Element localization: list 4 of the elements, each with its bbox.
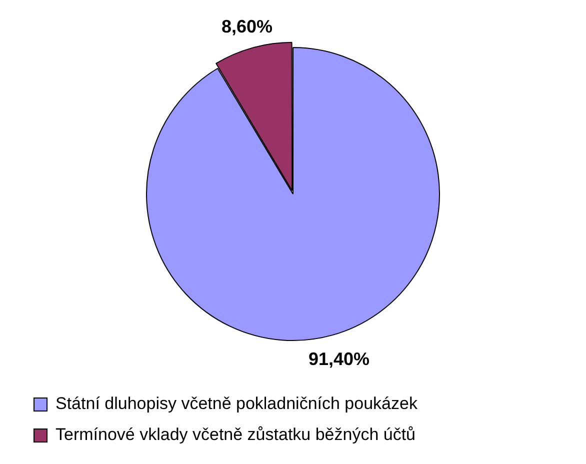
data-label: 8,60% xyxy=(221,16,272,37)
legend-label: Státní dluhopisy včetně pokladničních poukázek xyxy=(56,394,418,414)
legend-label: Termínové vklady včetně zůstatku běžných účtů xyxy=(56,425,416,444)
data-label: 91,40% xyxy=(308,349,370,370)
